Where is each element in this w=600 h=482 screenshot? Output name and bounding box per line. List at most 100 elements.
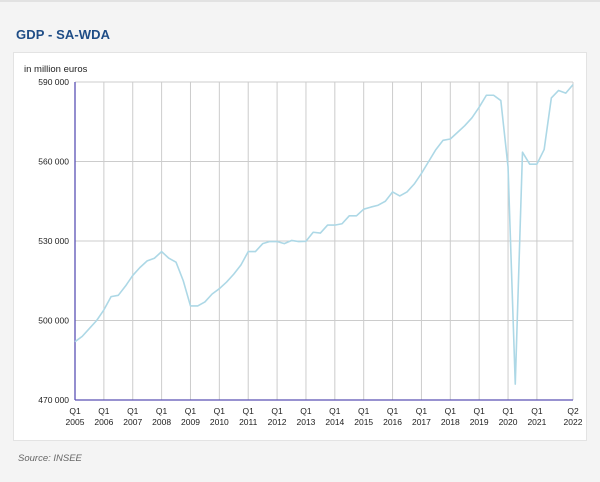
x-tick-quarter: Q1 bbox=[329, 406, 341, 416]
x-tick-year: 2018 bbox=[441, 417, 460, 427]
data-point bbox=[211, 293, 213, 295]
data-point bbox=[284, 243, 286, 245]
y-tick-label: 500 000 bbox=[38, 316, 69, 326]
data-point bbox=[81, 336, 83, 338]
x-tick-year: 2012 bbox=[268, 417, 287, 427]
x-tick-year: 2011 bbox=[239, 417, 258, 427]
data-point bbox=[363, 208, 365, 210]
x-tick-year: 2014 bbox=[325, 417, 344, 427]
x-tick-quarter: Q1 bbox=[474, 406, 486, 416]
x-tick-quarter: Q1 bbox=[358, 406, 370, 416]
data-point bbox=[255, 251, 257, 253]
x-tick-quarter: Q1 bbox=[243, 406, 255, 416]
data-point bbox=[471, 117, 473, 119]
series-group bbox=[74, 84, 574, 385]
data-point bbox=[464, 125, 466, 127]
x-tick-year: 2010 bbox=[210, 417, 229, 427]
x-tick-year: 2016 bbox=[383, 417, 402, 427]
x-tick-year: 2015 bbox=[354, 417, 373, 427]
data-point bbox=[204, 301, 206, 303]
data-point bbox=[146, 260, 148, 262]
data-point bbox=[356, 215, 358, 217]
data-point bbox=[565, 92, 567, 94]
data-point bbox=[320, 232, 322, 234]
data-point bbox=[493, 94, 495, 96]
data-point bbox=[348, 215, 350, 217]
data-point bbox=[298, 241, 300, 243]
x-tick-year: 2020 bbox=[499, 417, 518, 427]
y-tick-label: 590 000 bbox=[38, 77, 69, 87]
data-point bbox=[96, 320, 98, 322]
data-point bbox=[139, 267, 141, 269]
data-point bbox=[305, 240, 307, 242]
data-point bbox=[486, 94, 488, 96]
data-point bbox=[276, 241, 278, 243]
chart-title: GDP - SA-WDA bbox=[16, 27, 111, 42]
data-point bbox=[132, 275, 134, 277]
y-tick-labels: 470 000 500 000 530 000 560 000 590 000 bbox=[38, 77, 69, 405]
data-point bbox=[161, 251, 163, 253]
x-tick-year: 2009 bbox=[181, 417, 200, 427]
data-point bbox=[428, 161, 430, 163]
data-point bbox=[175, 261, 177, 263]
data-point bbox=[168, 257, 170, 259]
x-tick-quarter: Q1 bbox=[387, 406, 399, 416]
data-point bbox=[536, 163, 538, 165]
data-point bbox=[543, 149, 545, 151]
x-tick-quarter: Q1 bbox=[69, 406, 81, 416]
data-point bbox=[457, 132, 459, 134]
x-tick-labels: Q12005Q12006Q12007Q12008Q12009Q12010Q120… bbox=[66, 406, 583, 427]
data-point bbox=[450, 138, 452, 140]
data-point bbox=[197, 305, 199, 307]
source-note: Source: INSEE bbox=[18, 453, 82, 464]
x-tick-year: 2022 bbox=[564, 417, 583, 427]
x-tick-year: 2021 bbox=[527, 417, 546, 427]
data-point bbox=[182, 280, 184, 282]
x-tick-year: 2017 bbox=[412, 417, 431, 427]
data-point bbox=[226, 281, 228, 283]
x-tick-quarter: Q1 bbox=[156, 406, 168, 416]
y-axis-unit-label: in million euros bbox=[24, 64, 88, 75]
data-point bbox=[514, 383, 516, 385]
data-point bbox=[118, 295, 120, 297]
data-point bbox=[125, 285, 127, 287]
data-point bbox=[327, 224, 329, 226]
data-point bbox=[103, 309, 105, 311]
data-point bbox=[269, 241, 271, 243]
x-tick-year: 2013 bbox=[296, 417, 315, 427]
data-point bbox=[421, 173, 423, 175]
data-point bbox=[399, 195, 401, 197]
data-point bbox=[341, 223, 343, 225]
data-point bbox=[572, 84, 574, 86]
x-tick-year: 2008 bbox=[152, 417, 171, 427]
x-tick-quarter: Q1 bbox=[185, 406, 197, 416]
chart-panel bbox=[13, 52, 587, 441]
data-point bbox=[154, 257, 156, 259]
x-tick-quarter: Q2 bbox=[567, 406, 579, 416]
data-point bbox=[190, 305, 192, 307]
x-tick-year: 2005 bbox=[66, 417, 85, 427]
y-tick-label: 560 000 bbox=[38, 157, 69, 167]
data-point bbox=[392, 191, 394, 193]
data-point bbox=[406, 191, 408, 193]
data-point bbox=[74, 341, 76, 343]
top-strip bbox=[0, 0, 600, 2]
data-point bbox=[370, 206, 372, 208]
data-point bbox=[334, 224, 336, 226]
gdp-series-line bbox=[74, 84, 574, 385]
data-point bbox=[558, 90, 560, 92]
y-tick-label: 530 000 bbox=[38, 236, 69, 246]
x-tick-quarter: Q1 bbox=[214, 406, 226, 416]
data-point bbox=[551, 97, 553, 99]
data-point bbox=[291, 240, 293, 242]
x-tick-year: 2007 bbox=[123, 417, 142, 427]
x-tick-year: 2019 bbox=[470, 417, 489, 427]
data-point bbox=[262, 243, 264, 245]
x-tick-quarter: Q1 bbox=[502, 406, 514, 416]
data-point bbox=[413, 183, 415, 185]
x-tick-quarter: Q1 bbox=[300, 406, 312, 416]
data-point bbox=[312, 231, 314, 233]
x-tick-quarter: Q1 bbox=[98, 406, 110, 416]
data-point bbox=[110, 296, 112, 298]
